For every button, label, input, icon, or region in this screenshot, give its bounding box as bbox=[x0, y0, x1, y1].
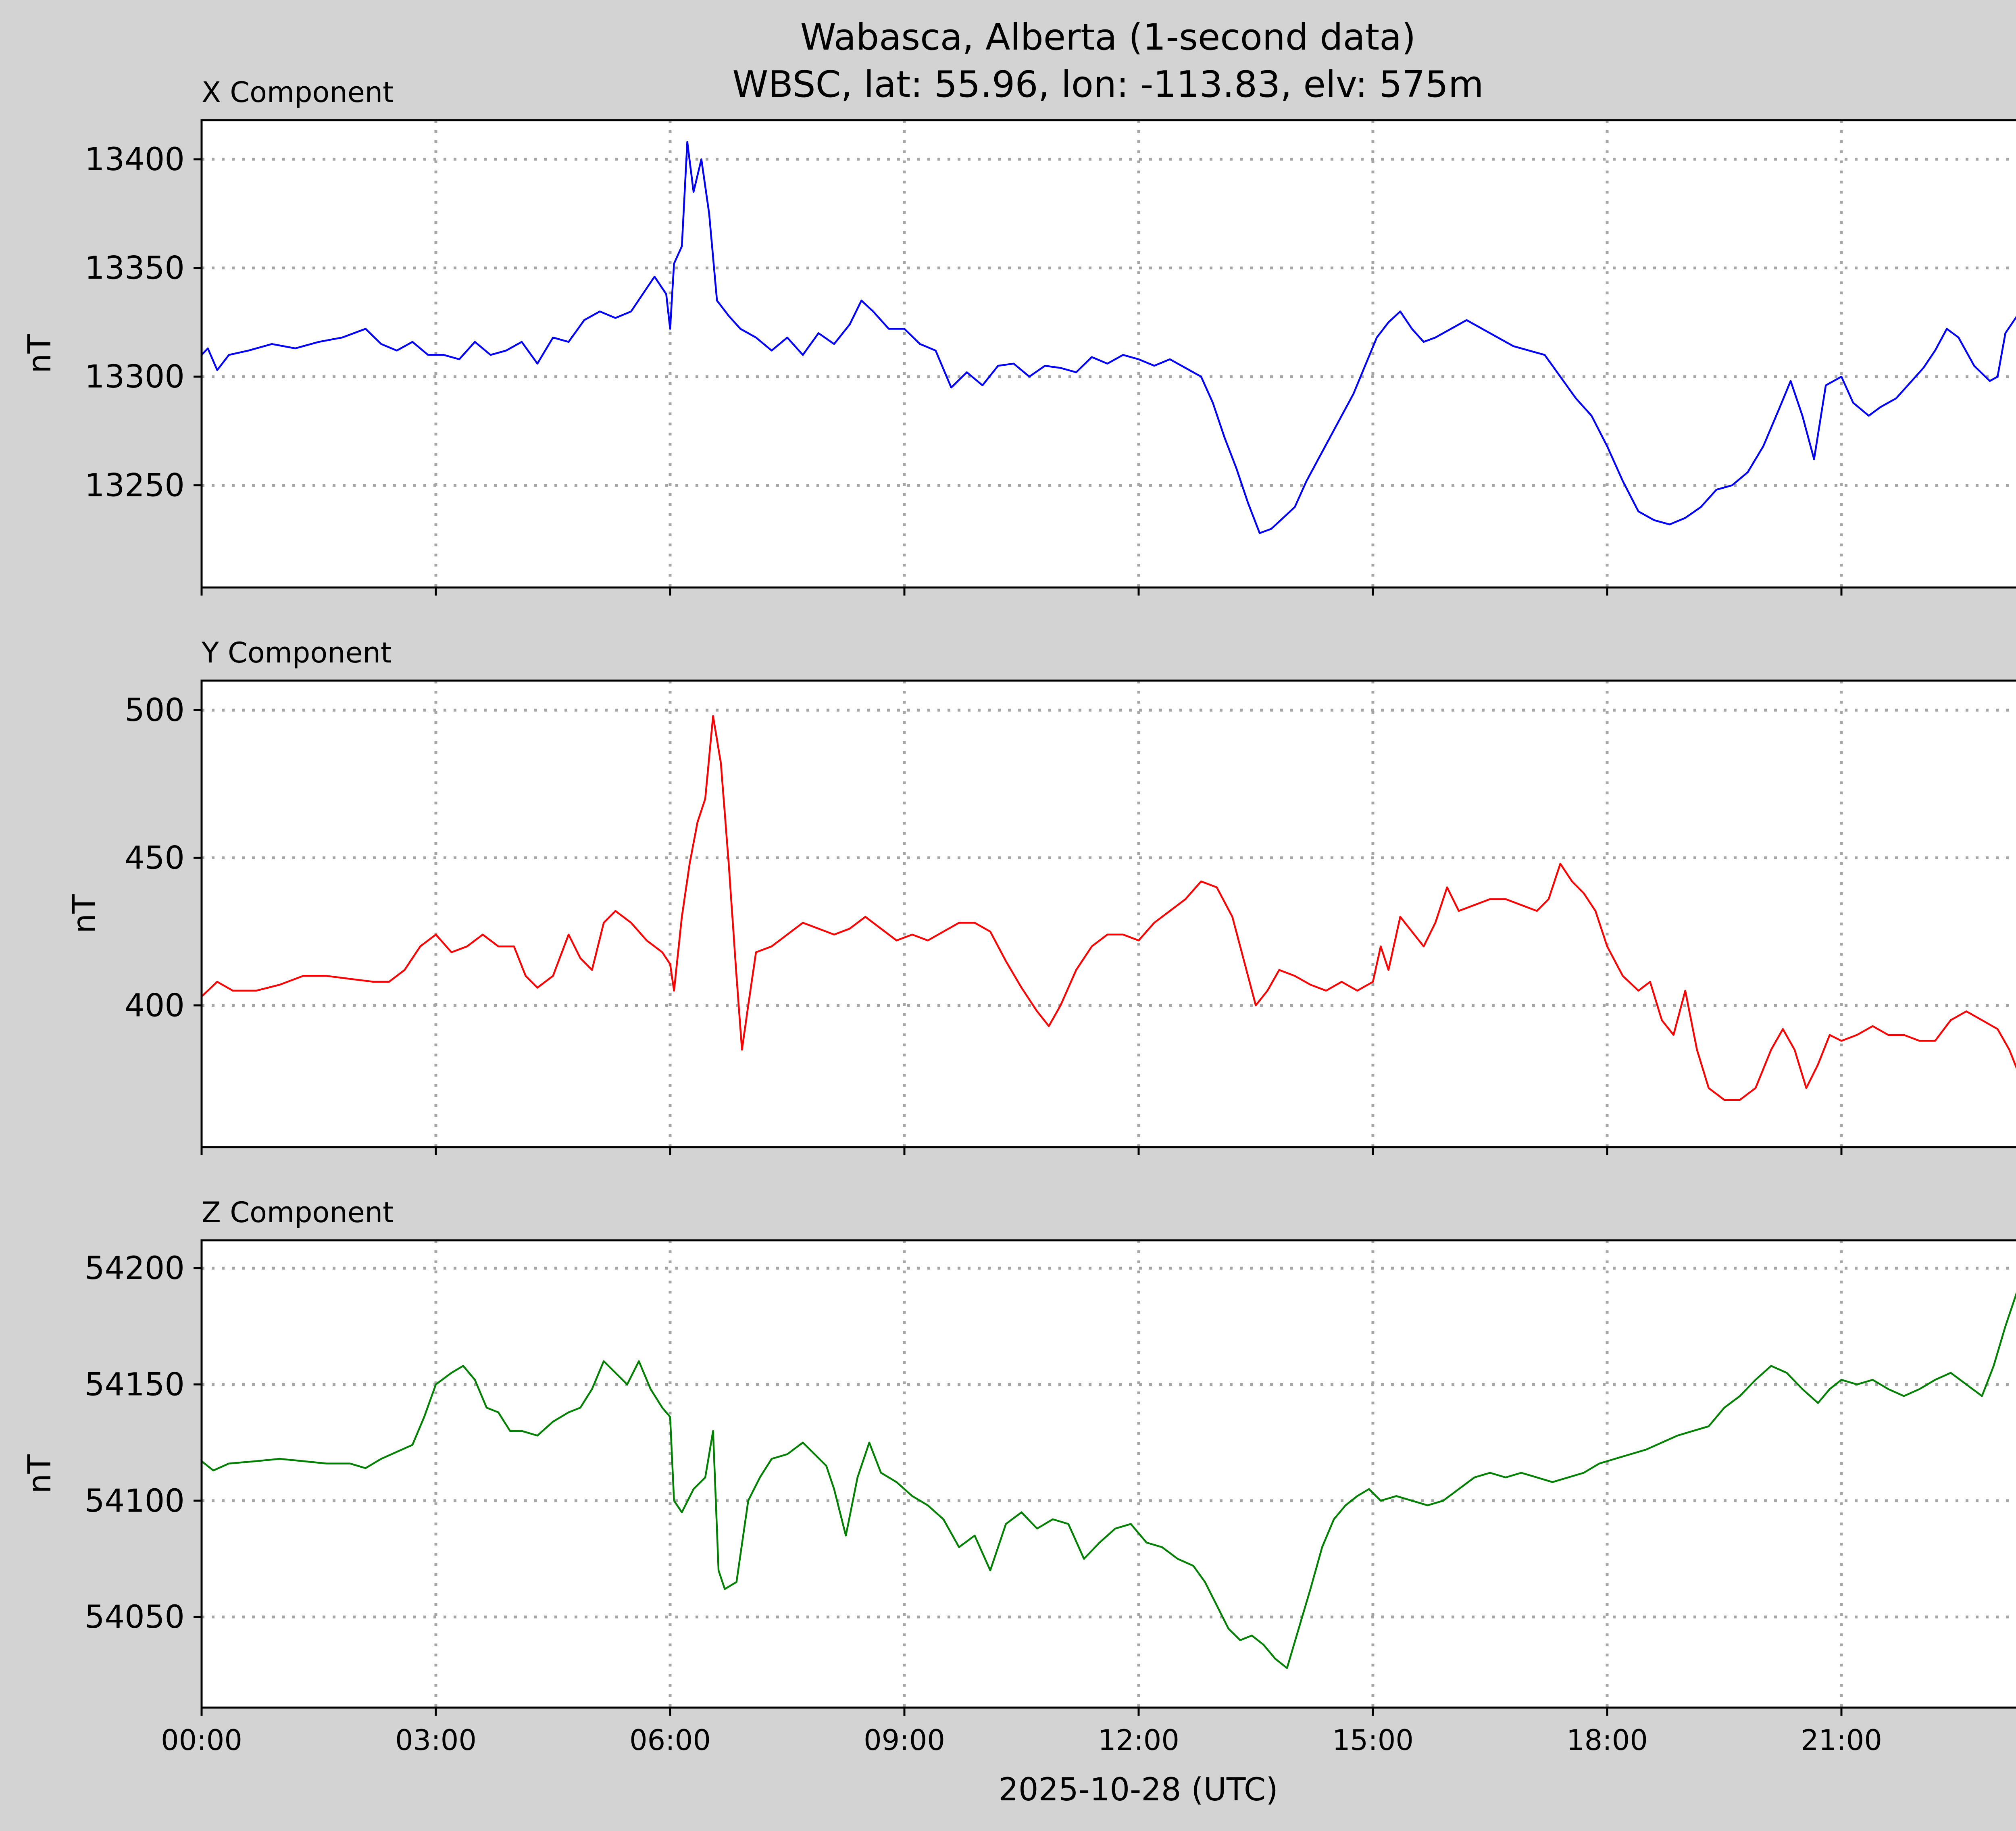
x-tick-label: 21:00 bbox=[1801, 1724, 1882, 1757]
series-line-y bbox=[201, 715, 2016, 1101]
panel-subtitle-z: Z Component bbox=[202, 1196, 394, 1229]
y-tick-label: 54100 bbox=[85, 1483, 185, 1519]
plot-frame-y bbox=[200, 679, 2016, 1148]
x-tick-label: 12:00 bbox=[1098, 1724, 1179, 1757]
y-tick-label: 13300 bbox=[85, 359, 185, 395]
panel-subtitle-x: X Component bbox=[202, 76, 394, 109]
y-tick-label: 54050 bbox=[85, 1599, 185, 1635]
x-tick-label: 09:00 bbox=[864, 1724, 945, 1757]
y-tick-label: 13250 bbox=[85, 468, 185, 504]
y-axis-label-z: nT bbox=[22, 1454, 58, 1494]
y-axis-label-x: nT bbox=[22, 334, 58, 373]
plot-area-z bbox=[202, 1240, 2016, 1708]
x-tick-label: 15:00 bbox=[1332, 1724, 1414, 1757]
series-line-x bbox=[201, 141, 2016, 534]
plot-frame-z bbox=[200, 1239, 2016, 1709]
y-tick-label: 54200 bbox=[85, 1250, 185, 1287]
series-line-z bbox=[201, 1292, 2016, 1669]
panel-x: 13250 13300 13350 13400 X Component nT bbox=[22, 76, 2016, 596]
plot-area-x bbox=[202, 120, 2016, 587]
panel-subtitle-y: Y Component bbox=[201, 636, 392, 669]
panel-z: 54050 54100 54150 54200 Z Component nT 00:00 03… bbox=[22, 1196, 2016, 1757]
y-axis-label-y: nT bbox=[67, 894, 103, 933]
y-tick-label: 450 bbox=[125, 840, 185, 876]
x-tick-label: 00:00 bbox=[161, 1724, 242, 1757]
x-tick-label: 18:00 bbox=[1566, 1724, 1648, 1757]
y-tick-label: 13400 bbox=[85, 142, 185, 178]
x-tick-label: 06:00 bbox=[629, 1724, 711, 1757]
panel-y: 400 450 500 Y Component nT bbox=[67, 636, 2016, 1155]
x-axis-label: 2025-10-28 (UTC) bbox=[998, 1772, 1278, 1808]
x-tick-label: 03:00 bbox=[395, 1724, 477, 1757]
figure-title-line2: WBSC, lat: 55.96, lon: -113.83, elv: 575… bbox=[732, 63, 1483, 106]
panels: 13250 13300 13350 13400 X Component nT 400 450 5… bbox=[22, 76, 2016, 1757]
plot-frame-x bbox=[200, 119, 2016, 589]
y-tick-label: 54150 bbox=[85, 1367, 185, 1403]
figure-title-line1: Wabasca, Alberta (1-second data) bbox=[800, 16, 1416, 58]
y-tick-label: 400 bbox=[125, 988, 185, 1024]
plot-area-y bbox=[202, 681, 2016, 1147]
y-tick-label: 13350 bbox=[85, 250, 185, 287]
y-tick-label: 500 bbox=[125, 692, 185, 729]
